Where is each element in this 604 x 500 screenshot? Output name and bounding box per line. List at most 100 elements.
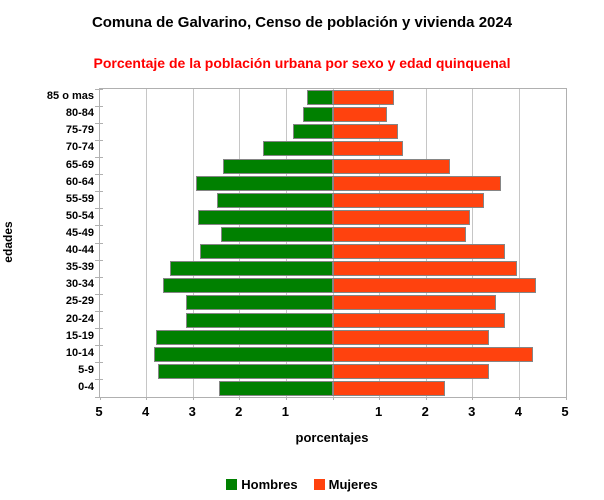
age-label-50-54: 50-54	[65, 209, 94, 222]
bar-hombres-70-74	[263, 141, 333, 157]
gridline	[518, 89, 520, 397]
age-label-40-44: 40-44	[65, 244, 94, 257]
y-axis-tick	[95, 88, 103, 90]
x-tick-label: 1	[374, 404, 383, 419]
y-axis-tick	[95, 139, 103, 141]
gridline	[425, 89, 427, 397]
bar-mujeres-20-24	[333, 312, 506, 328]
bar-hombres-5-9	[158, 363, 333, 379]
age-label-55-59: 55-59	[65, 192, 94, 205]
x-tick-label: 2	[235, 404, 243, 419]
gridline	[472, 89, 474, 397]
chart-subtitle: Porcentaje de la población urbana por se…	[93, 55, 511, 71]
bar-hombres-10-14	[153, 346, 333, 362]
y-axis-tick	[95, 328, 103, 330]
chart-title: Comuna de Galvarino, Censo de población …	[91, 14, 513, 31]
bar-hombres-40-44	[200, 244, 333, 260]
legend-item-mujeres: Mujeres	[313, 477, 378, 492]
age-label-70-74: 70-74	[65, 141, 94, 154]
age-label-30-34: 30-34	[65, 278, 94, 291]
x-tick-label: 5	[95, 404, 103, 419]
y-axis-tick	[95, 156, 103, 158]
bar-mujeres-65-69	[333, 158, 450, 174]
bar-mujeres-15-19	[333, 329, 490, 345]
bar-mujeres-25-29	[333, 295, 497, 311]
gridline	[379, 89, 381, 397]
age-label-75-79: 75-79	[65, 124, 94, 137]
x-axis-title: porcentajes	[295, 430, 369, 445]
gridline	[239, 89, 241, 397]
age-label-15-19: 15-19	[65, 329, 94, 342]
x-tick-label: 1	[281, 404, 290, 419]
y-axis-tick	[95, 191, 103, 193]
hombres-swatch-icon	[226, 479, 238, 490]
bar-hombres-30-34	[162, 278, 333, 294]
bar-hombres-50-54	[197, 209, 333, 225]
y-axis-tick	[95, 379, 103, 381]
bar-mujeres-70-74	[333, 141, 403, 157]
x-tick-label: 3	[188, 404, 196, 419]
gridline	[192, 89, 194, 397]
x-axis-tick	[146, 397, 148, 400]
age-label-65-69: 65-69	[65, 158, 94, 171]
x-axis-tick	[99, 397, 101, 400]
bar-mujeres-10-14	[333, 346, 534, 362]
age-label-20-24: 20-24	[65, 312, 94, 325]
x-tick-label: 4	[514, 404, 523, 419]
x-axis-tick	[379, 397, 381, 400]
x-axis-tick	[285, 397, 287, 400]
x-axis-tick	[332, 397, 334, 400]
mujeres-swatch-icon	[313, 479, 325, 490]
age-label-80-84: 80-84	[65, 107, 94, 120]
legend: Hombres Mujeres	[0, 477, 604, 492]
bar-hombres-25-29	[186, 295, 333, 311]
y-axis-tick	[95, 276, 103, 278]
bar-mujeres-0-4	[333, 380, 445, 396]
x-axis-tick	[472, 397, 474, 400]
bar-hombres-65-69	[223, 158, 333, 174]
bar-hombres-45-49	[221, 226, 333, 242]
bar-hombres-80-84	[302, 107, 333, 123]
y-axis-title: edades	[1, 221, 15, 263]
age-label-5-9: 5-9	[78, 363, 94, 376]
age-label-25-29: 25-29	[65, 295, 94, 308]
y-axis-tick	[95, 105, 103, 107]
bar-mujeres-55-59	[333, 192, 485, 208]
y-axis-tick	[95, 396, 103, 398]
x-tick-label: 4	[141, 404, 150, 419]
y-axis-tick	[95, 242, 103, 244]
y-axis-tick	[95, 310, 103, 312]
bar-mujeres-35-39	[333, 261, 518, 277]
bar-mujeres-50-54	[333, 209, 471, 225]
legend-item-hombres: Hombres	[226, 477, 298, 492]
bar-hombres-60-64	[195, 175, 333, 191]
bar-mujeres-40-44	[333, 244, 506, 260]
x-tick-label: 3	[468, 404, 476, 419]
y-axis-tick	[95, 174, 103, 176]
bar-hombres-20-24	[186, 312, 333, 328]
bar-hombres-85-o-mas	[307, 90, 333, 106]
age-label-60-64: 60-64	[65, 175, 94, 188]
legend-label-hombres: Hombres	[241, 477, 298, 492]
x-tick-label: 5	[561, 404, 569, 419]
y-axis-tick	[95, 225, 103, 227]
bar-mujeres-30-34	[333, 278, 536, 294]
age-label-35-39: 35-39	[65, 261, 94, 274]
y-axis-tick	[95, 345, 103, 347]
y-axis-tick	[95, 293, 103, 295]
x-axis-tick	[239, 397, 241, 400]
plot-area	[95, 88, 567, 400]
age-label-10-14: 10-14	[65, 346, 94, 359]
y-axis-tick	[95, 208, 103, 210]
legend-label-mujeres: Mujeres	[328, 477, 378, 492]
bar-hombres-75-79	[293, 124, 333, 140]
gridline	[285, 89, 287, 397]
bar-hombres-0-4	[218, 380, 333, 396]
bar-hombres-15-19	[155, 329, 333, 345]
bar-hombres-55-59	[216, 192, 333, 208]
x-axis-tick	[518, 397, 520, 400]
bar-mujeres-75-79	[333, 124, 399, 140]
y-axis-tick	[95, 259, 103, 261]
bar-mujeres-60-64	[333, 175, 501, 191]
age-label-85-o-mas: 85 o mas	[46, 90, 94, 103]
